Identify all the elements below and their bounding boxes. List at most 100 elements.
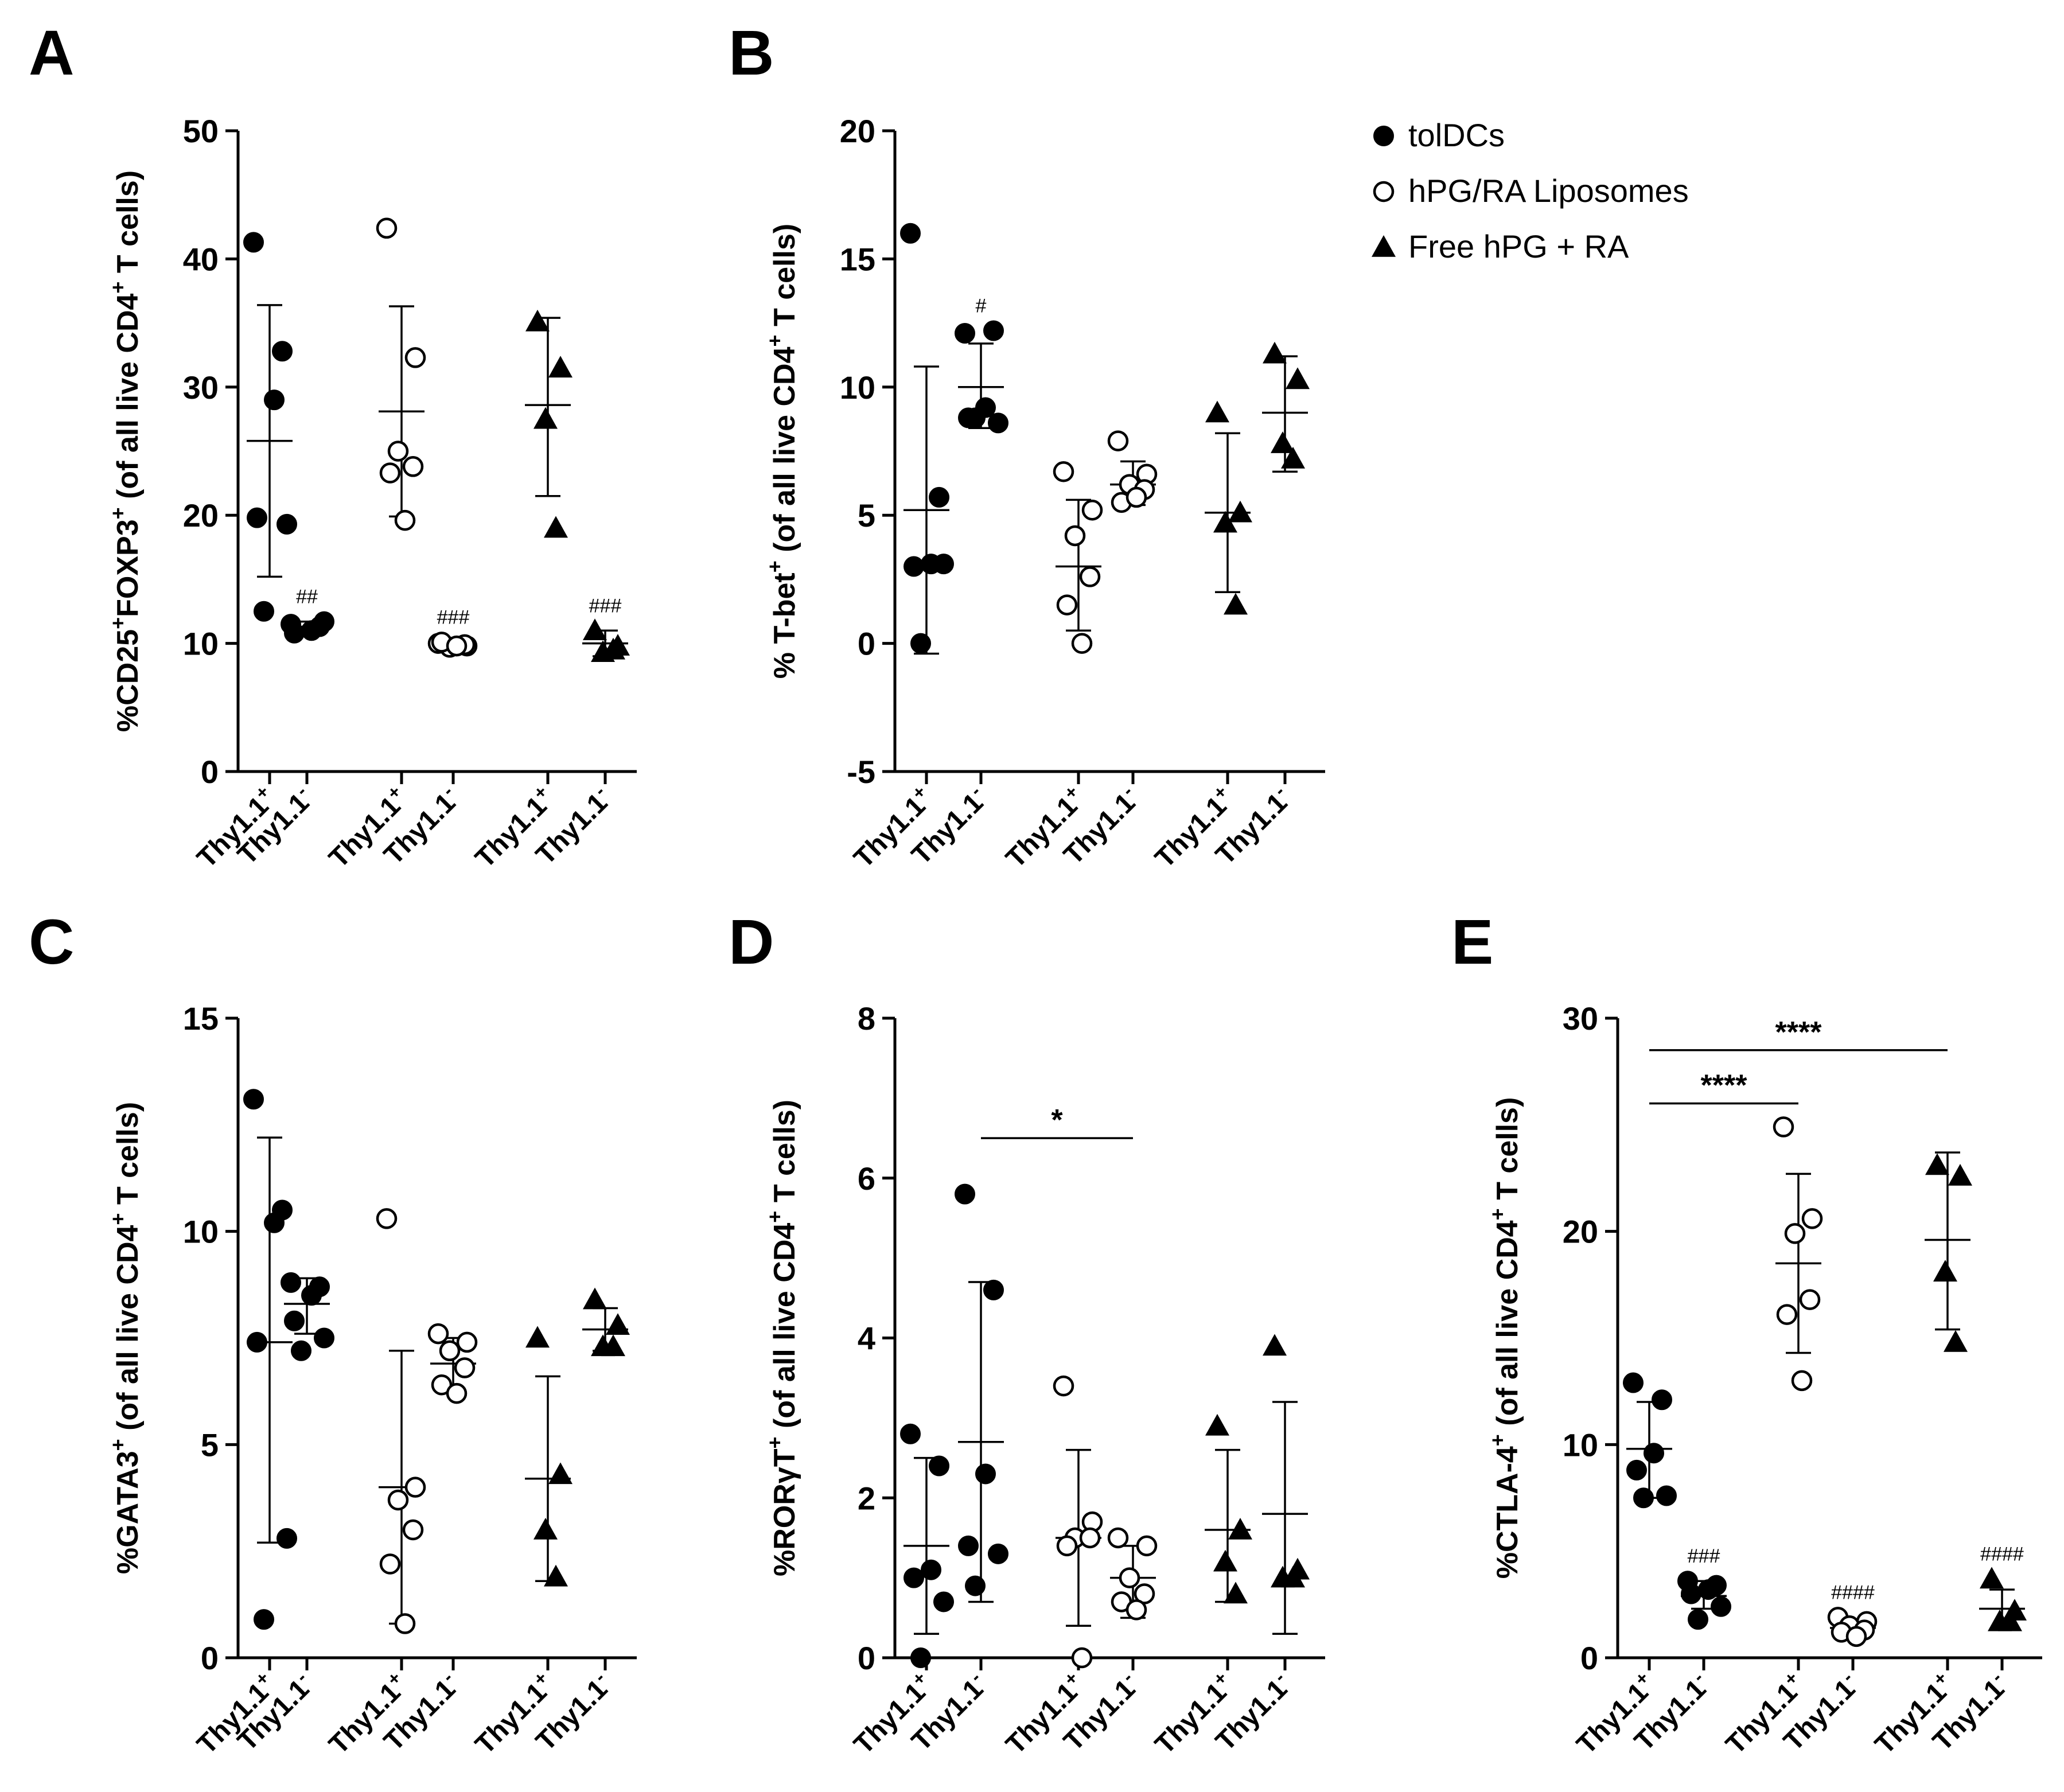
y-tick-label: 6 <box>858 1160 875 1197</box>
significance-annotation: ### <box>589 595 622 617</box>
y-tick-label: 40 <box>183 241 219 277</box>
data-point <box>379 462 401 484</box>
group-2: Thy1.1-# <box>906 295 1008 871</box>
data-point <box>277 1528 297 1549</box>
data-point <box>988 412 1008 434</box>
data-point <box>606 1313 630 1335</box>
data-point <box>314 1327 334 1349</box>
data-point <box>1948 1164 1972 1186</box>
y-tick-label: 30 <box>183 369 219 406</box>
data-point <box>983 1279 1004 1300</box>
y-tick-label: 50 <box>183 113 219 149</box>
data-point <box>900 223 921 244</box>
data-point <box>394 509 416 531</box>
data-point <box>533 1518 558 1540</box>
data-point <box>955 322 975 344</box>
legend-label: Free hPG + RA <box>1408 228 1629 264</box>
data-point <box>1228 1518 1252 1540</box>
data-point <box>404 347 426 368</box>
group-5: Thy1.1+ <box>1150 400 1252 874</box>
y-tick-label: 30 <box>1563 1000 1598 1037</box>
data-point <box>1056 594 1078 615</box>
y-tick-label: 0 <box>1580 1640 1598 1676</box>
data-point <box>1998 1609 2022 1631</box>
data-point <box>1126 486 1147 508</box>
data-point <box>583 618 607 641</box>
data-point <box>548 1462 573 1485</box>
data-point <box>904 1567 924 1588</box>
data-point <box>454 1357 476 1378</box>
data-point <box>1281 1565 1305 1588</box>
data-point <box>402 456 424 477</box>
group-3: Thy1.1+ <box>1720 1116 1823 1760</box>
y-axis-label: %GATA3+ (of all live CD4+ T cells) <box>106 1102 145 1574</box>
data-point <box>243 1089 264 1110</box>
data-point <box>958 1535 979 1556</box>
data-point <box>544 1564 568 1587</box>
data-point <box>394 1613 416 1634</box>
y-axis-label: %CD25+FOXP3+ (of all live CD4+ T cells) <box>106 170 145 732</box>
group-6: Thy1.1-#### <box>1927 1543 2027 1757</box>
y-tick-label: -5 <box>847 754 875 790</box>
data-point <box>1213 511 1237 533</box>
y-tick-label: 0 <box>201 754 219 790</box>
data-point <box>1652 1389 1672 1411</box>
data-point <box>533 407 558 429</box>
data-point <box>1071 1647 1093 1669</box>
data-point <box>1224 593 1248 615</box>
data-point <box>1053 1375 1074 1397</box>
y-tick-label: 4 <box>858 1320 875 1357</box>
data-point <box>1228 500 1252 523</box>
data-point <box>975 1463 996 1485</box>
group-3: Thy1.1+ <box>324 1208 426 1760</box>
data-point <box>404 1477 426 1498</box>
data-point <box>1134 1583 1155 1604</box>
data-point <box>281 1272 301 1293</box>
legend-marker <box>1373 181 1395 202</box>
data-point <box>1801 1208 1823 1229</box>
data-point <box>1944 1330 1968 1352</box>
data-point <box>1081 500 1103 521</box>
data-point <box>544 516 568 538</box>
data-point <box>525 1326 550 1348</box>
data-point <box>1205 1413 1229 1436</box>
panel-c: C 0 5 10 15 %GATA3+ (of all live CD4+ T cells… <box>29 907 637 1760</box>
data-point <box>910 633 931 654</box>
data-point <box>1064 525 1086 547</box>
data-point <box>988 1543 1008 1564</box>
data-point <box>1263 1334 1287 1356</box>
data-point <box>446 1382 468 1404</box>
data-point <box>264 389 285 411</box>
significance-annotation: ### <box>437 606 470 628</box>
data-point <box>1053 461 1074 482</box>
group-3: Thy1.1+ <box>1000 461 1103 874</box>
y-tick-label: 0 <box>201 1640 219 1676</box>
data-point <box>601 637 625 660</box>
y-tick-label: 10 <box>183 626 219 662</box>
data-point <box>247 507 267 528</box>
data-point <box>1136 1535 1158 1557</box>
data-point <box>1107 1527 1129 1549</box>
data-point <box>284 1310 305 1331</box>
data-point <box>272 341 293 362</box>
data-point <box>1656 1485 1677 1506</box>
data-point <box>1281 446 1305 469</box>
significance-annotation: #### <box>1980 1543 2024 1565</box>
data-point <box>983 320 1004 341</box>
data-point <box>910 1647 931 1668</box>
data-point <box>387 1489 409 1511</box>
group-4: Thy1.1- <box>1058 1527 1158 1757</box>
data-point <box>301 1285 322 1306</box>
legend-item: Free hPG + RA <box>1372 228 1629 264</box>
data-point <box>904 556 924 577</box>
data-point <box>1286 367 1310 389</box>
panel-e: E 0 10 20 30 %CTLA-4+ (of all live CD4+ T cel… <box>1451 907 2042 1760</box>
data-point <box>1119 1567 1140 1588</box>
group-6: Thy1.1-### <box>530 595 630 871</box>
data-point <box>284 622 305 644</box>
data-point <box>933 554 954 575</box>
data-point <box>1056 1535 1078 1557</box>
data-point <box>1205 400 1229 423</box>
data-point <box>1623 1372 1644 1393</box>
data-point <box>1784 1223 1806 1244</box>
